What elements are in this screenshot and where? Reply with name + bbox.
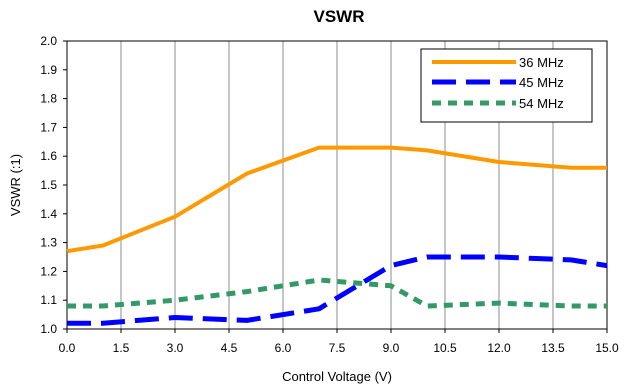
legend-label-45-mhz: 45 MHz (519, 75, 564, 90)
x-axis: 0.0 1.5 3.0 4.5 6.0 7.5 9.0 10.5 12.0 13.5 15.0 (59, 329, 619, 355)
y-tick-label: 1.5 (40, 178, 57, 192)
series-line-45-mhz (67, 254, 608, 326)
y-axis: 1.0 1.1 1.2 1.3 1.4 1.5 1.6 1.7 1.8 1.9 2.0 (40, 34, 67, 336)
legend: 36 MHz 45 MHz 54 MHz (420, 48, 593, 123)
series-line-54-mhz (67, 277, 607, 309)
x-tick-label: 13.5 (541, 341, 565, 355)
y-tick-label: 1.6 (40, 149, 57, 163)
x-tick-label: 7.5 (329, 341, 346, 355)
series-line-36-mhz (66, 145, 607, 254)
y-axis-label: VSWR (:1) (8, 154, 23, 216)
x-tick-label: 12.0 (487, 341, 511, 355)
x-tick-label: 15.0 (595, 341, 619, 355)
y-tick-label: 1.3 (40, 236, 57, 250)
chart-title: VSWR (314, 7, 365, 26)
x-tick-label: 1.5 (113, 341, 130, 355)
x-tick-label: 0.0 (59, 341, 76, 355)
legend-label-36-mhz: 36 MHz (519, 55, 564, 70)
x-tick-label: 10.5 (433, 341, 457, 355)
series-lines (66, 145, 608, 326)
y-tick-label: 1.2 (40, 264, 57, 278)
y-tick-label: 1.1 (40, 293, 57, 307)
legend-box (420, 48, 593, 123)
x-tick-label: 4.5 (221, 341, 238, 355)
x-tick-label: 3.0 (167, 341, 184, 355)
x-axis-label: Control Voltage (V) (282, 369, 392, 384)
y-tick-label: 1.4 (40, 207, 57, 221)
x-tick-label: 6.0 (275, 341, 292, 355)
y-tick-label: 1.7 (40, 120, 57, 134)
y-tick-label: 1.0 (40, 322, 57, 336)
y-tick-label: 2.0 (40, 34, 57, 48)
x-tick-label: 9.0 (383, 341, 400, 355)
y-tick-label: 1.8 (40, 92, 57, 106)
legend-label-54-mhz: 54 MHz (519, 96, 564, 111)
y-tick-label: 1.9 (40, 63, 57, 77)
